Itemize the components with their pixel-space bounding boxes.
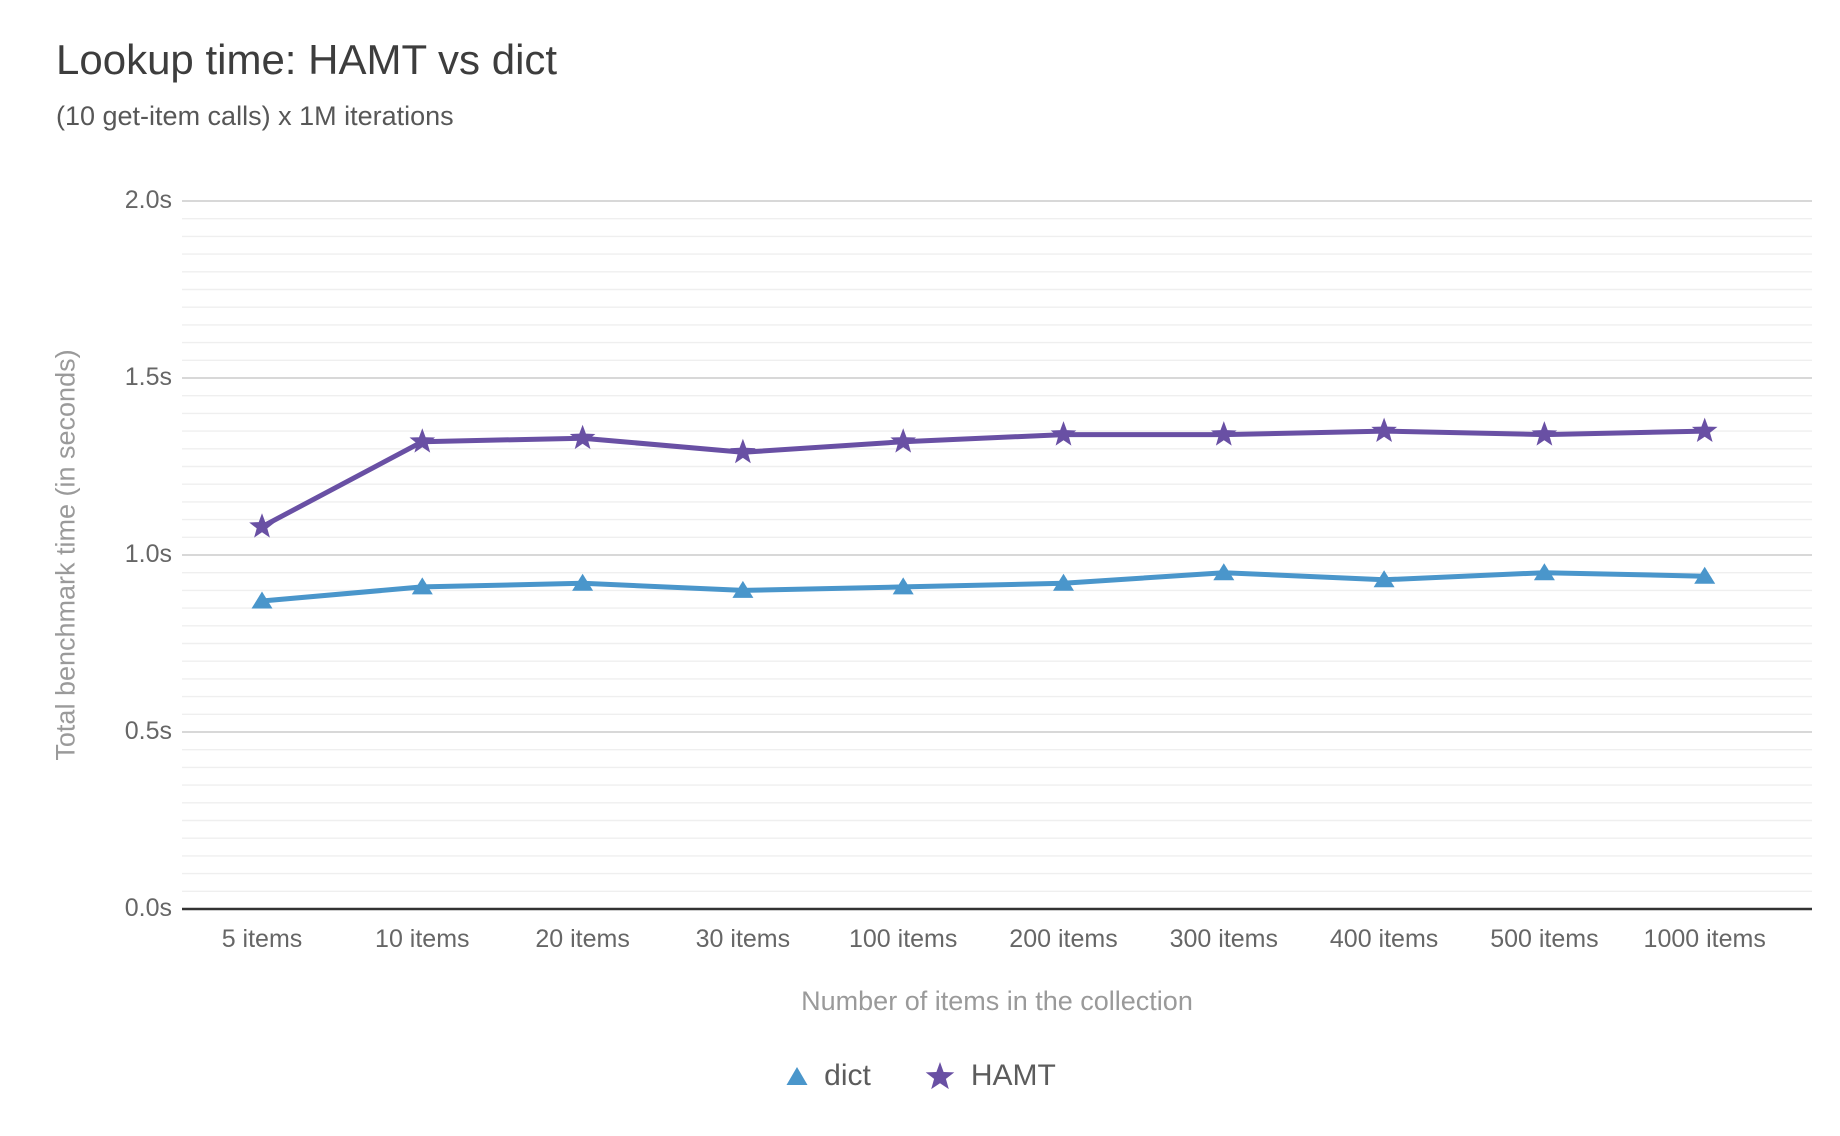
y-tick-label: 1.0s — [124, 540, 172, 568]
marker-dict — [572, 573, 594, 591]
chart-subtitle: (10 get-item calls) x 1M iterations — [56, 101, 454, 131]
y-tick-label: 0.0s — [124, 894, 172, 922]
marker-dict — [1373, 570, 1395, 588]
x-tick-label: 400 items — [1329, 925, 1439, 953]
marker-dict — [251, 591, 273, 609]
x-tick-label: 10 items — [375, 925, 470, 953]
marker-dict — [1213, 563, 1235, 581]
x-tick-label: 500 items — [1490, 925, 1599, 953]
marker-hamt — [1371, 417, 1397, 442]
legend-item-hamt: HAMT — [923, 1059, 1056, 1093]
x-tick-label: 200 items — [1009, 925, 1118, 953]
marker-hamt — [1531, 421, 1558, 446]
marker-hamt — [890, 428, 916, 453]
y-tick-label: 1.5s — [124, 363, 172, 391]
marker-dict — [1533, 563, 1555, 581]
marker-dict — [1694, 566, 1716, 584]
marker-dict — [411, 577, 433, 595]
legend-label-dict: dict — [824, 1059, 871, 1092]
marker-hamt — [409, 428, 436, 453]
star-marker-icon — [923, 1060, 957, 1092]
y-tick-label: 2.0s — [124, 186, 172, 214]
marker-hamt — [730, 438, 756, 464]
marker-hamt — [1050, 421, 1077, 446]
x-tick-label: 1000 items — [1643, 925, 1766, 953]
legend: dict HAMT — [0, 1052, 1840, 1100]
series-line-dict — [259, 570, 1708, 604]
marker-dict — [732, 580, 754, 598]
legend-label-hamt: HAMT — [970, 1059, 1056, 1092]
marker-hamt — [249, 513, 275, 538]
marker-hamt — [1211, 421, 1237, 446]
triangle-marker-icon — [784, 1064, 810, 1088]
x-tick-label: 300 items — [1169, 925, 1278, 953]
x-tick-label: 100 items — [848, 925, 958, 953]
x-tick-label: 5 items — [221, 925, 303, 953]
marker-hamt — [1691, 417, 1718, 442]
y-tick-label: 0.5s — [124, 717, 172, 745]
x-axis-title: Number of items in the collection — [801, 986, 1193, 1016]
x-tick-label: 30 items — [695, 925, 791, 953]
series-line-hamt — [259, 428, 1708, 530]
chart-title: Lookup time: HAMT vs dict — [56, 36, 558, 83]
gridlines — [182, 200, 1812, 892]
x-tick-label: 20 items — [535, 925, 630, 953]
marker-dict — [892, 577, 914, 595]
marker-dict — [1053, 573, 1074, 591]
legend-item-dict: dict — [784, 1059, 871, 1093]
marker-hamt — [569, 424, 596, 450]
